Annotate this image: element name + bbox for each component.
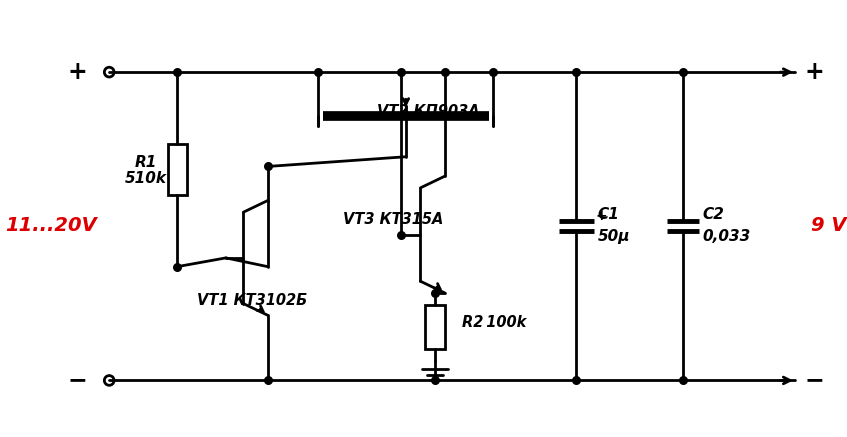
Text: R1: R1 (135, 155, 158, 170)
Text: 510k: 510k (125, 170, 167, 186)
Text: −: − (805, 368, 824, 392)
Text: 50μ: 50μ (597, 229, 630, 243)
Text: −: − (67, 368, 87, 392)
Text: +: + (595, 208, 607, 222)
Text: 9 V: 9 V (811, 216, 847, 235)
Text: VT2 КП903А: VT2 КП903А (377, 104, 479, 118)
Text: +: + (67, 60, 87, 84)
Text: +: + (805, 60, 824, 84)
Bar (425, 305, 445, 349)
Text: VT3 КТ315А: VT3 КТ315А (343, 212, 443, 228)
Text: C1: C1 (597, 207, 619, 222)
Text: R2 100k: R2 100k (462, 315, 527, 329)
Bar (168, 144, 187, 194)
Text: 11...20V: 11...20V (5, 216, 97, 235)
Text: VT1 КТ3102Б: VT1 КТ3102Б (197, 293, 307, 308)
Text: 0,033: 0,033 (702, 229, 750, 243)
Text: C2: C2 (702, 207, 724, 222)
